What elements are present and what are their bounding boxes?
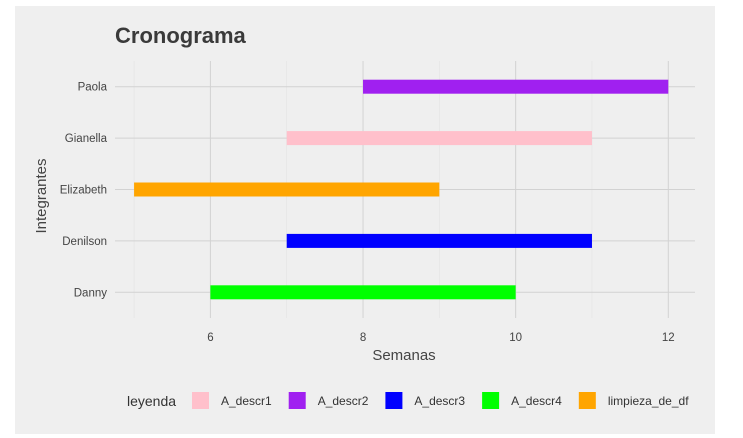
bar-danny [210,285,516,300]
bar-elizabeth [134,182,440,197]
y-axis-label: Integrantes [33,158,50,233]
chart-panel: Cronograma Danny Denilson Elizabeth Gianell… [15,6,715,434]
legend-key [192,392,209,409]
bars [134,79,669,300]
x-tick-label: 8 [360,332,366,344]
x-tick-label: 6 [207,332,213,344]
legend-label: A_descr3 [414,394,465,408]
legend-label: limpieza_de_df [608,394,689,408]
y-tick-labels: Danny Denilson Elizabeth Gianella Paola [60,82,108,300]
bar-gianella [286,131,592,146]
legend-label: A_descr2 [318,394,369,408]
x-tick-label: 12 [662,332,675,344]
legend-label: A_descr4 [511,394,562,408]
legend-title: leyenda [127,393,176,409]
x-axis-label: Semanas [372,347,435,364]
x-tick-labels: 6 8 10 12 [207,332,674,344]
bar-paola [363,79,669,94]
y-tick-label: Gianella [65,133,108,145]
legend-key [482,392,500,409]
chart-svg: Cronograma Danny Denilson Elizabeth Gianell… [33,23,695,409]
chart-title: Cronograma [115,23,247,48]
legend: leyenda A_descr1 A_descr2 A_descr3 A_descr4… [127,392,689,409]
y-tick-label: Elizabeth [60,185,107,197]
legend-key [288,392,306,409]
y-tick-label: Paola [78,82,108,94]
bar-denilson [286,233,592,248]
x-tick-label: 10 [509,332,522,344]
legend-key [578,392,596,409]
y-tick-label: Danny [74,287,107,299]
legend-key [385,392,403,409]
legend-label: A_descr1 [221,394,272,408]
y-tick-label: Denilson [62,236,107,248]
